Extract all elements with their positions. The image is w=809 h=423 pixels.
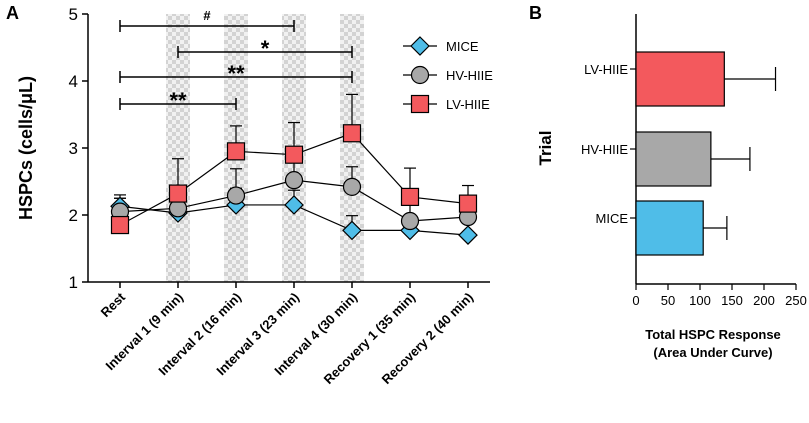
point-lv-hiie-4 (342, 124, 362, 143)
y-axis-label: Trial (536, 131, 555, 166)
data-series (110, 93, 478, 245)
bar-chart-panel-b: 0 50 100 150 200 250 LV-HIIE HV-HIIE MICE Trial… (536, 14, 807, 360)
point-hv-hiie-5 (400, 211, 420, 231)
bar-mice (635, 200, 704, 256)
x-tick-label-200: 200 (753, 293, 775, 308)
significance-label-0: # (203, 8, 211, 23)
y-tick-label-2: 2 (69, 206, 78, 225)
legend-marker-hv-hiie (410, 65, 430, 85)
legend-item-hv-hiie: HV-HIIE (403, 65, 493, 85)
x-tick-label-100: 100 (689, 293, 711, 308)
x-tick-label-50: 50 (661, 293, 675, 308)
y-tick-label-4: 4 (69, 72, 78, 91)
point-lv-hiie-0 (110, 215, 130, 235)
x-tick-label-0: 0 (632, 293, 639, 308)
bar-hv-hiie (635, 131, 712, 187)
legend-item-lv-hiie: LV-HIIE (403, 94, 490, 114)
significance-bracket-1: * (177, 36, 353, 61)
legend-marker-mice (410, 36, 430, 56)
y-tick-label-3: 3 (69, 139, 78, 158)
significance-label-2: ** (227, 61, 245, 86)
category-label-mice: MICE (596, 211, 629, 226)
significance-brackets: #***** (119, 8, 353, 113)
legend-item-mice: MICE (403, 36, 479, 56)
x-tick-label-rest: Rest (98, 289, 129, 320)
bar-lv-hiie (635, 51, 725, 107)
significance-label-1: * (261, 36, 270, 61)
legend-label-lv-hiie: LV-HIIE (446, 97, 490, 112)
interval-shade-1 (166, 14, 190, 282)
x-tick-label-150: 150 (721, 293, 743, 308)
point-mice-3 (284, 195, 304, 215)
point-lv-hiie-5 (400, 187, 420, 207)
x-axis-ticks: 0 50 100 150 200 250 (632, 284, 807, 308)
point-lv-hiie-3 (284, 145, 304, 164)
x-axis-label-line-2: (Area Under Curve) (653, 345, 772, 360)
significance-bracket-3: ** (119, 88, 237, 113)
point-mice-4 (342, 220, 362, 241)
series-points-hv-hiie (110, 171, 478, 231)
significance-bracket-2: ** (119, 61, 353, 86)
y-tick-label-5: 5 (69, 5, 78, 24)
y-axis-label: HSPCs (cells/μL) (16, 76, 36, 220)
category-label-lv-hiie: LV-HIIE (584, 62, 628, 77)
x-tick-label-250: 250 (785, 293, 807, 308)
point-lv-hiie-2 (226, 142, 246, 161)
y-tick-label-1: 1 (69, 273, 78, 292)
category-label-hv-hiie: HV-HIIE (581, 142, 628, 157)
y-axis-ticks: 1 2 3 4 5 (69, 5, 88, 292)
point-hv-hiie-2 (226, 186, 246, 205)
x-axis-label: Total HSPC Response (645, 327, 781, 342)
series-points-lv-hiie (110, 124, 478, 235)
legend-marker-lv-hiie (410, 94, 430, 114)
point-hv-hiie-3 (284, 171, 304, 190)
point-mice-6 (458, 225, 478, 245)
panel-label-b: B (529, 3, 542, 23)
point-lv-hiie-1 (168, 184, 188, 203)
category-labels: LV-HIIE HV-HIIE MICE (581, 62, 636, 226)
panel-label-a: A (6, 3, 19, 23)
legend-label-hv-hiie: HV-HIIE (446, 68, 493, 83)
point-lv-hiie-6 (458, 194, 478, 213)
significance-label-3: ** (169, 88, 187, 113)
legend-label-mice: MICE (446, 39, 479, 54)
significance-bracket-0: # (119, 8, 295, 32)
legend: MICE HV-HIIE LV-HIIE (403, 36, 493, 114)
bars (635, 51, 777, 256)
point-hv-hiie-4 (342, 177, 362, 196)
